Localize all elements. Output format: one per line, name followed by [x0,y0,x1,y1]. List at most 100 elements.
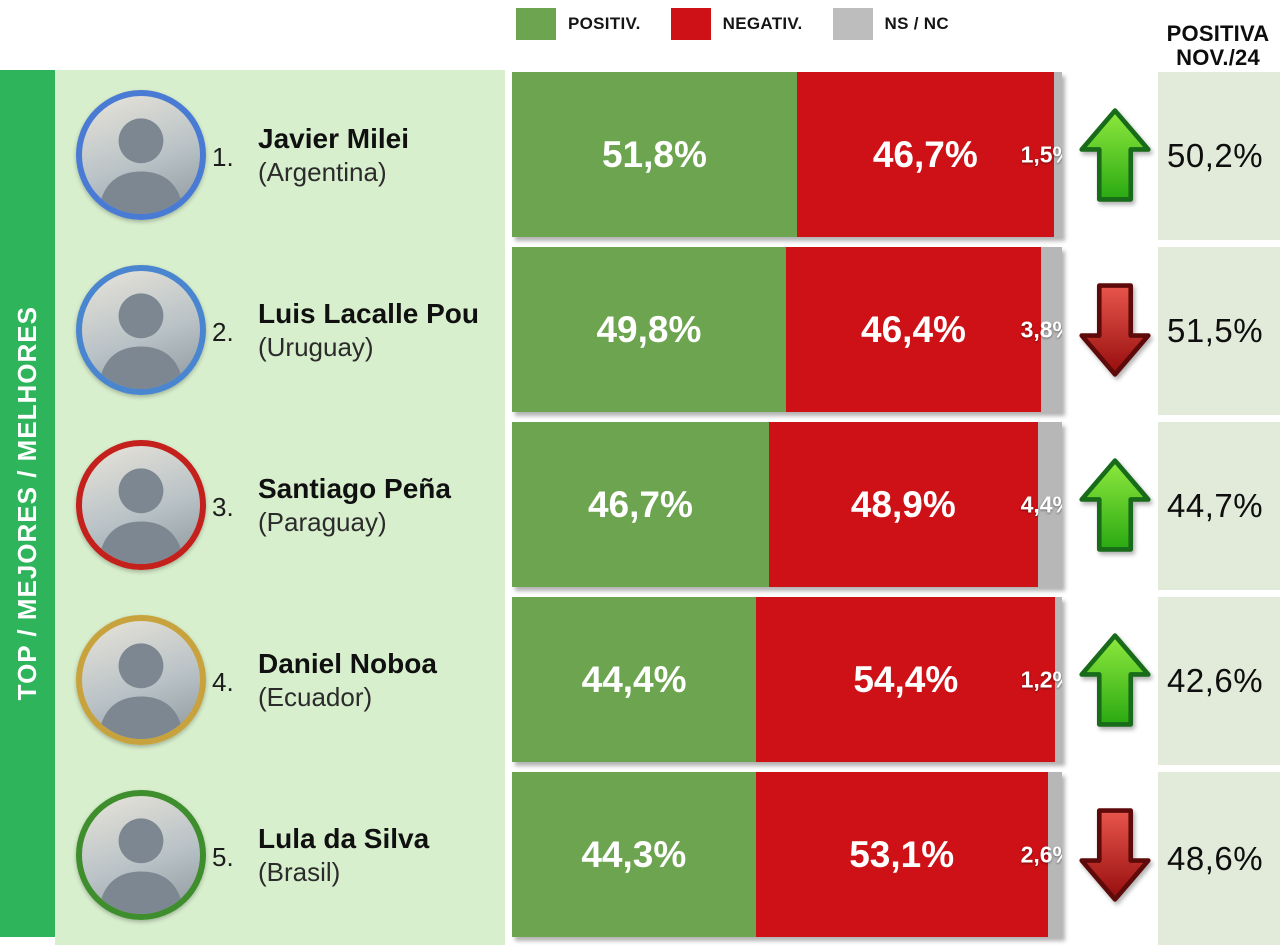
approval-stacked-bar: 44,4% 54,4% 1,2% [512,597,1062,762]
president-name: Daniel Noboa [258,647,437,679]
trend-up-arrow-icon [1079,457,1151,552]
rank-number: 1. [212,141,234,172]
positive-segment: 49,8% [512,247,786,412]
negative-segment: 53,1% [755,772,1048,937]
positiva-nov24-cell: 50,2% [1158,72,1280,240]
president-identity: Lula da Silva (Brasil) [258,822,508,888]
approval-stacked-bar: 49,8% 46,4% 3,8% [512,247,1062,412]
nsnc-value-label: 3,8% [1020,316,1062,342]
legend-item-positive: POSITIV. [516,8,641,40]
positiva-nov24-cell: 42,6% [1158,597,1280,765]
president-row: 3. Santiago Peña (Paraguay) 46,7% 48,9% … [0,422,1280,590]
president-name: Lula da Silva [258,822,430,854]
president-identity: Luis Lacalle Pou (Uruguay) [258,297,508,363]
rank-number: 2. [212,316,234,347]
trend-arrow [1078,103,1152,207]
positive-value-label: 46,7% [587,483,693,525]
president-photo [76,614,206,745]
person-icon [98,117,184,214]
approval-stacked-bar: 44,3% 53,1% 2,6% [512,772,1062,937]
nsnc-value-label: 2,6% [1020,841,1062,867]
negative-swatch-icon [670,8,711,40]
positiva-nov24-value: 48,6% [1167,839,1264,877]
positive-segment: 46,7% [512,422,769,587]
positive-segment: 51,8% [512,72,797,237]
positiva-nov24-header-line1: POSITIVA [1166,21,1270,46]
positiva-nov24-cell: 51,5% [1158,247,1280,415]
approval-stacked-bar: 46,7% 48,9% 4,4% [512,422,1062,587]
approval-stacked-bar: 51,8% 46,7% 1,5% [512,72,1062,237]
president-row: 4. Daniel Noboa (Ecuador) 44,4% 54,4% 1,… [0,597,1280,765]
president-row: 1. Javier Milei (Argentina) 51,8% 46,7% … [0,72,1280,240]
legend-label-positive: POSITIV. [568,14,641,33]
positiva-nov24-value: 42,6% [1167,662,1264,699]
legend: POSITIV. NEGATIV. NS / NC [516,8,949,40]
president-row: 2. Luis Lacalle Pou (Uruguay) 49,8% 46,4… [0,247,1280,415]
trend-arrow [1078,628,1152,732]
president-country: (Ecuador) [258,681,373,712]
president-country: (Argentina) [258,156,387,187]
negative-value-label: 46,4% [861,308,966,350]
president-photo [76,89,206,220]
legend-label-nsnc: NS / NC [884,14,949,33]
president-identity: Javier Milei (Argentina) [258,122,508,188]
negative-segment: 48,9% [768,422,1038,587]
positiva-nov24-header: POSITIVA NOV./24 [1156,22,1280,70]
president-country: (Brasil) [258,856,341,887]
positive-segment: 44,4% [512,597,757,762]
positiva-nov24-value: 50,2% [1167,137,1264,174]
president-name: Luis Lacalle Pou [258,297,479,329]
positive-segment: 44,3% [512,772,756,937]
legend-item-nsnc: NS / NC [832,8,949,40]
positive-value-label: 51,8% [601,133,707,175]
person-icon [98,817,184,914]
positiva-nov24-value: 44,7% [1167,487,1264,524]
president-photo [76,789,206,920]
positiva-nov24-cell: 44,7% [1158,422,1280,590]
nsnc-value-label: 1,2% [1020,666,1062,692]
positive-value-label: 44,3% [581,833,687,875]
positive-value-label: 49,8% [596,308,702,350]
nsnc-segment [1041,247,1062,412]
positiva-nov24-value: 51,5% [1167,312,1264,349]
nsnc-value-label: 1,5% [1020,141,1062,167]
nsnc-segment [1047,772,1062,937]
president-photo [76,264,206,395]
negative-value-label: 54,4% [853,658,959,700]
president-name: Santiago Peña [258,472,451,504]
nsnc-swatch-icon [832,8,873,40]
president-name: Javier Milei [258,122,409,154]
trend-arrow [1078,803,1152,907]
trend-down-arrow-icon [1079,282,1151,377]
negative-value-label: 46,7% [872,133,978,175]
president-country: (Uruguay) [258,331,374,362]
rank-number: 4. [212,666,234,697]
trend-arrow [1078,453,1152,557]
rank-number: 5. [212,841,234,872]
nsnc-value-label: 4,4% [1020,491,1062,517]
person-icon [98,642,184,739]
sidebar-ranking-banner: TOP / MEJORES / MELHORES [0,70,55,937]
negative-segment: 54,4% [756,597,1056,762]
president-row: 5. Lula da Silva (Brasil) 44,3% 53,1% 2,… [0,772,1280,945]
trend-up-arrow-icon [1079,632,1151,727]
person-icon [98,292,184,389]
person-icon [98,467,184,564]
trend-up-arrow-icon [1079,107,1151,202]
positiva-nov24-header-line2: NOV./24 [1176,45,1260,70]
positiva-nov24-cell: 48,6% [1158,772,1280,945]
rank-number: 3. [212,491,234,522]
nsnc-segment [1053,72,1062,237]
positive-value-label: 44,4% [581,658,687,700]
nsnc-segment [1055,597,1062,762]
president-country: (Paraguay) [258,506,387,537]
president-identity: Santiago Peña (Paraguay) [258,472,508,538]
negative-segment: 46,4% [785,247,1042,412]
president-photo [76,439,206,570]
positive-swatch-icon [516,8,556,40]
trend-down-arrow-icon [1079,807,1151,902]
trend-arrow [1078,278,1152,382]
negative-value-label: 48,9% [850,483,956,525]
negative-value-label: 53,1% [849,833,955,875]
